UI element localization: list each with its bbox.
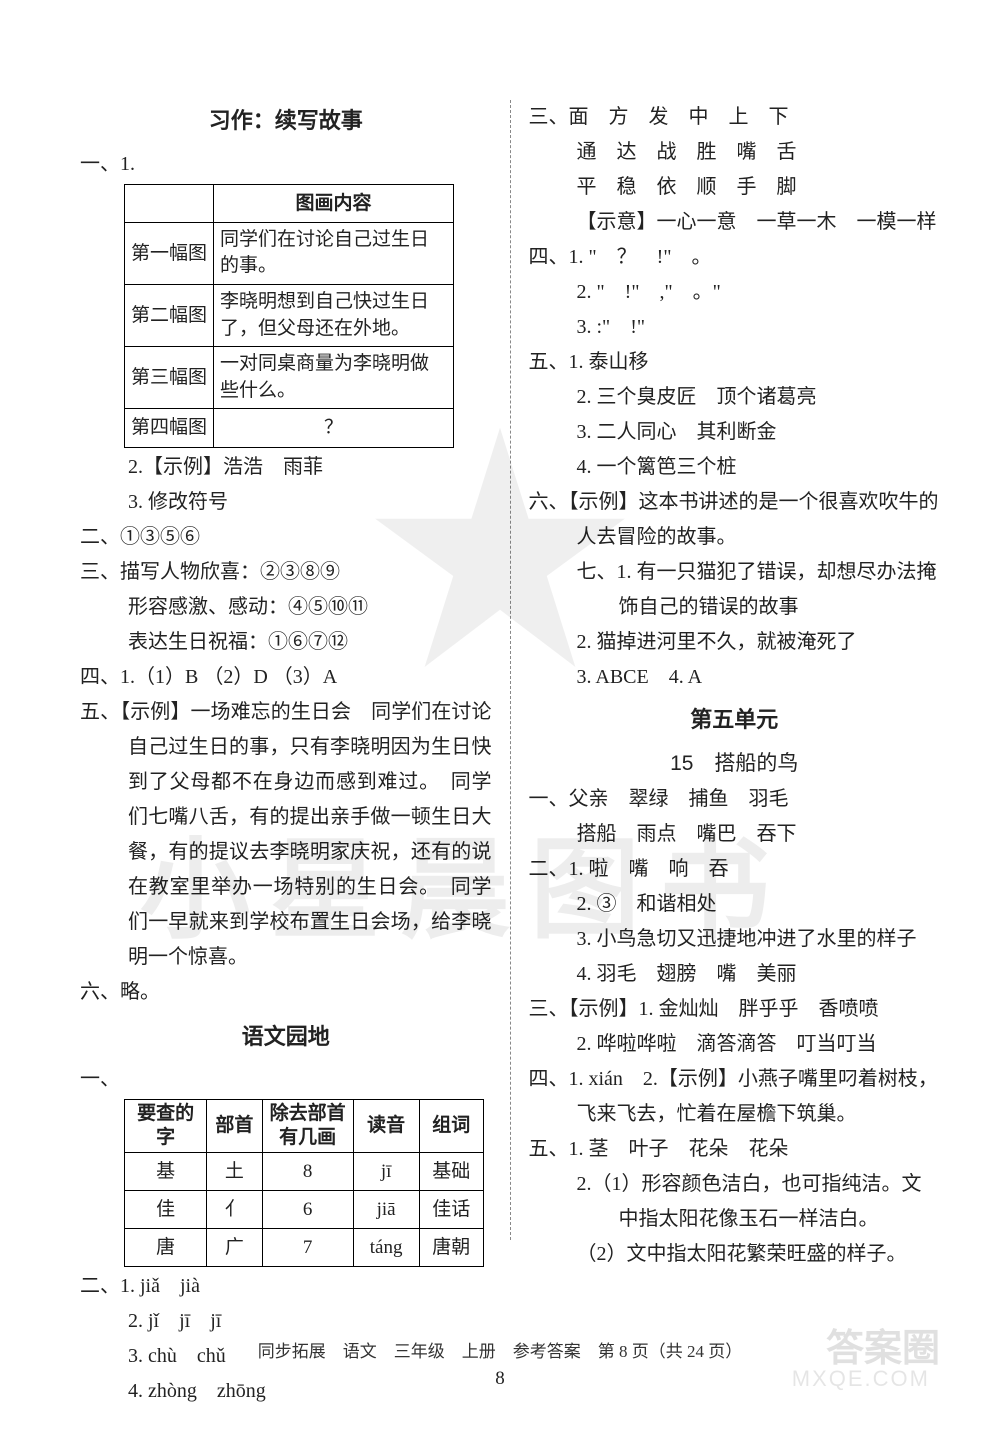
l3-1: 三、【示例】1. 金灿灿 胖乎乎 香喷喷 bbox=[529, 992, 941, 1027]
l2-1: 二、1. 啦 嘴 响 吞 bbox=[529, 852, 941, 887]
l5-1: 五、1. 茎 叶子 花朵 花朵 bbox=[529, 1132, 941, 1167]
table-picture-content: 图画内容 第一幅图同学们在讨论自己过生日的事。 第二幅图李晓明想到自己快过生日了… bbox=[124, 184, 454, 448]
r-q4-1: 四、1. " ？ !" 。 bbox=[529, 240, 941, 275]
r-q7-2: 2. 猫掉进河里不久，就被淹死了 bbox=[577, 625, 941, 660]
q2: 二、①③⑤⑥ bbox=[80, 520, 492, 555]
q4: 四、1.（1）B （2）D （3）A bbox=[80, 660, 492, 695]
l4: 四、1. xián 2.【示例】小燕子嘴里叼着树枝，飞来飞去，忙着在屋檐下筑巢。 bbox=[529, 1062, 941, 1132]
r-q3-3: 平 稳 依 顺 手 脚 bbox=[577, 170, 941, 205]
r-q4-2: 2. " !" ," 。" bbox=[577, 275, 941, 310]
footer-text: 同步拓展 语文 三年级 上册 参考答案 第 8 页（共 24 页） bbox=[0, 1337, 1000, 1362]
r-q3-2: 通 达 战 胜 嘴 舌 bbox=[577, 135, 941, 170]
l3-2: 2. 哗啦哗啦 滴答滴答 叮当叮当 bbox=[577, 1027, 941, 1062]
l2-3: 3. 小鸟急切又迅捷地冲进了水里的样子 bbox=[529, 922, 941, 957]
q1-label-2: 一、 bbox=[80, 1062, 492, 1097]
page-number: 8 bbox=[0, 1368, 1000, 1390]
l5-3: （2）文中指太阳花繁荣旺盛的样子。 bbox=[577, 1237, 941, 1272]
right-column: 三、面 方 发 中 上 下 通 达 战 胜 嘴 舌 平 稳 依 顺 手 脚 【示… bbox=[511, 100, 941, 1240]
document-page: 小星晨图书 答案圈 MXQE.COM 习作：续写故事 一、1. 图画内容 第一幅… bbox=[0, 0, 1000, 1432]
r-q5-3: 3. 二人同心 其利断金 bbox=[577, 415, 941, 450]
section-title: 习作：续写故事 bbox=[80, 102, 492, 141]
content-columns: 习作：续写故事 一、1. 图画内容 第一幅图同学们在讨论自己过生日的事。 第二幅… bbox=[80, 100, 940, 1240]
q1-3: 3. 修改符号 bbox=[128, 485, 492, 520]
q3c: 表达生日祝福：①⑥⑦⑫ bbox=[128, 625, 492, 660]
r-q3-4: 【示意】一心一意 一草一木 一模一样 bbox=[577, 205, 941, 240]
l1a: 一、父亲 翠绿 捕鱼 羽毛 bbox=[529, 782, 941, 817]
l2-4: 4. 羽毛 翅膀 嘴 美丽 bbox=[577, 957, 941, 992]
unit-title: 第五单元 bbox=[529, 701, 941, 740]
r-q7-1: 七、1. 有一只猫犯了错误，却想尽办法掩饰自己的错误的故事 bbox=[529, 555, 941, 625]
r-q5-2: 2. 三个臭皮匠 顶个诸葛亮 bbox=[577, 380, 941, 415]
section-title-2: 语文园地 bbox=[80, 1018, 492, 1057]
l5-2: 2.（1）形容颜色洁白，也可指纯洁。文中指太阳花像玉石一样洁白。 bbox=[529, 1167, 941, 1237]
q1-label: 一、1. bbox=[80, 147, 492, 182]
r-q3-1: 三、面 方 发 中 上 下 bbox=[529, 100, 941, 135]
p2-2: 2. jǐ jī jī bbox=[128, 1304, 492, 1339]
lesson-title: 15 搭船的鸟 bbox=[529, 746, 941, 783]
l2-2: 2. ③ 和谐相处 bbox=[577, 887, 941, 922]
r-q5-1: 五、1. 泰山移 bbox=[529, 345, 941, 380]
r-q7-3: 3. ABCE 4. A bbox=[577, 660, 941, 695]
table-dictionary: 要查的字 部首 除去部首有几画 读音 组词 基土8jī基础 佳亻6jiā佳话 唐… bbox=[124, 1099, 484, 1267]
r-q4-3: 3. :" !" bbox=[577, 310, 941, 345]
left-column: 习作：续写故事 一、1. 图画内容 第一幅图同学们在讨论自己过生日的事。 第二幅… bbox=[80, 100, 511, 1240]
t1-header: 图画内容 bbox=[214, 184, 454, 222]
l1b: 搭船 雨点 嘴巴 吞下 bbox=[577, 817, 941, 852]
q1-2: 2.【示例】浩浩 雨菲 bbox=[128, 450, 492, 485]
q5: 五、【示例】一场难忘的生日会 同学们在讨论自己过生日的事，只有李晓明因为生日快到… bbox=[80, 695, 492, 975]
p2-1: 二、1. jiǎ jià bbox=[80, 1269, 492, 1304]
r-q6: 六、【示例】这本书讲述的是一个很喜欢吹牛的人去冒险的故事。 bbox=[529, 485, 941, 555]
q3a: 三、描写人物欣喜：②③⑧⑨ bbox=[80, 555, 492, 590]
r-q5-4: 4. 一个篱笆三个桩 bbox=[577, 450, 941, 485]
q3b: 形容感激、感动：④⑤⑩⑪ bbox=[128, 590, 492, 625]
q6: 六、略。 bbox=[80, 975, 492, 1010]
